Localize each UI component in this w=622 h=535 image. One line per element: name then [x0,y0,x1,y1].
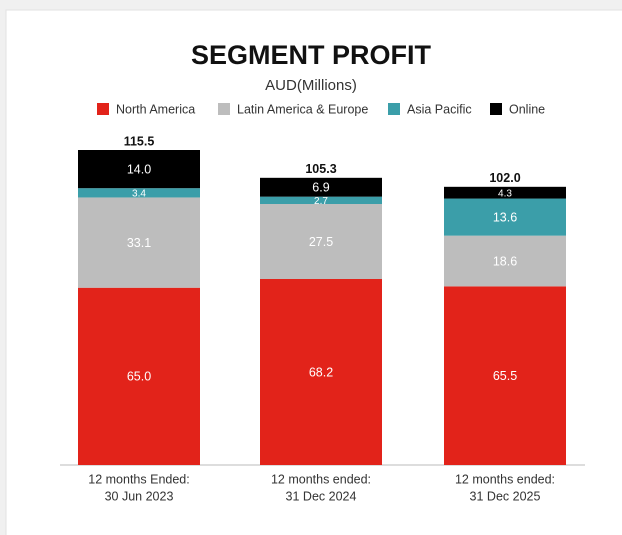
value-label: 65.5 [493,369,517,383]
bar-segment [78,150,200,189]
bar-segment [260,177,382,197]
value-label: 6.9 [312,181,329,195]
value-label: 14.0 [127,162,151,176]
bar-segment [78,188,200,198]
legend-swatch [388,103,400,115]
value-label: 18.6 [493,254,517,268]
bar-segment [260,204,382,279]
x-tick-label: 31 Dec 2025 [470,489,541,503]
x-tick-label: 12 months ended: [271,472,371,486]
bar-segment [444,186,566,199]
total-label: 102.0 [489,171,520,185]
legend-label: Online [509,102,545,116]
x-tick-label: 30 Jun 2023 [105,489,174,503]
x-tick-label: 31 Dec 2024 [286,489,357,503]
legend-swatch [490,103,502,115]
legend-swatch [218,103,230,115]
bar-segment [260,196,382,204]
legend-swatch [97,103,109,115]
value-label: 33.1 [127,236,151,250]
bar-segment [444,235,566,287]
value-label: 68.2 [309,365,333,379]
value-label: 65.0 [127,370,151,384]
value-label: 13.6 [493,210,517,224]
legend-label: Latin America & Europe [237,102,368,116]
legend-label: Asia Pacific [407,102,472,116]
total-label: 105.3 [305,162,336,176]
bar-segment [78,197,200,288]
legend-label: North America [116,102,195,116]
value-label: 3.4 [132,188,146,199]
value-label: 2.7 [314,196,328,207]
chart-subtitle: AUD(Millions) [265,77,357,94]
bar-segment [78,287,200,465]
bar-segment [260,279,382,465]
x-tick-label: 12 months Ended: [88,472,189,486]
bar-segment [444,286,566,465]
value-label: 4.3 [498,188,512,199]
total-label: 115.5 [124,134,155,148]
bar-segment [444,198,566,236]
value-label: 27.5 [309,235,333,249]
chart-title: SEGMENT PROFIT [191,40,432,70]
x-tick-label: 12 months ended: [455,472,555,486]
